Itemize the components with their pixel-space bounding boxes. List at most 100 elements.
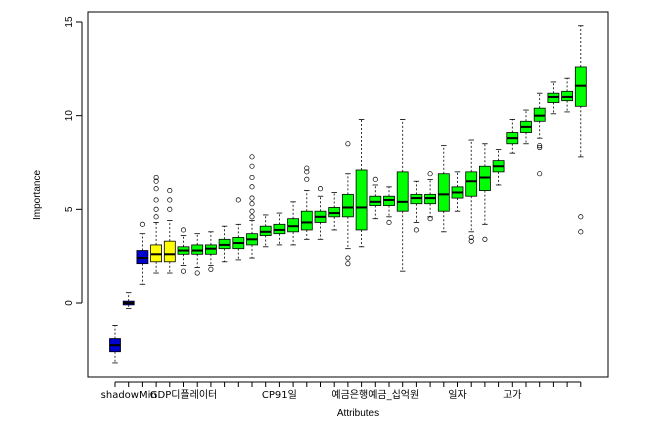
y-tick-label: 0 xyxy=(64,300,75,306)
box-body xyxy=(465,171,478,197)
box-19 xyxy=(355,119,368,248)
box-4 xyxy=(150,174,163,274)
outlier-point xyxy=(153,197,159,203)
boxes-layer xyxy=(109,25,587,364)
outlier-point xyxy=(167,197,173,203)
box-30 xyxy=(506,119,519,154)
x-tick-label: shadowMin xyxy=(101,390,157,401)
box-23 xyxy=(410,180,423,233)
plot-border xyxy=(87,11,609,378)
outlier-point xyxy=(468,234,474,240)
y-tick-label: 5 xyxy=(64,206,75,212)
outlier-point xyxy=(249,195,255,201)
outlier-point xyxy=(578,229,584,235)
box-15 xyxy=(300,165,313,240)
outlier-point xyxy=(345,141,351,147)
outlier-point xyxy=(180,227,187,233)
outlier-point xyxy=(413,227,419,233)
y-tick-label: 15 xyxy=(64,16,75,28)
outlier-point xyxy=(153,186,159,192)
outlier-point xyxy=(249,174,255,181)
outlier-point xyxy=(208,266,214,272)
outlier-point xyxy=(153,174,159,181)
outlier-point xyxy=(468,238,474,244)
box-22 xyxy=(396,119,409,272)
box-13 xyxy=(273,212,286,246)
box-8 xyxy=(204,231,217,272)
box-6 xyxy=(177,227,190,274)
box-28 xyxy=(478,143,491,242)
outlier-point xyxy=(578,214,584,220)
outlier-point xyxy=(537,144,543,151)
outlier-point xyxy=(372,176,378,182)
outlier-point xyxy=(180,268,187,274)
x-tick-label: CP91일 xyxy=(262,389,297,401)
box-16 xyxy=(314,186,327,240)
box-12 xyxy=(259,214,272,248)
outlier-point xyxy=(249,201,255,207)
outlier-point xyxy=(537,171,543,177)
outlier-point xyxy=(249,154,255,160)
box-25 xyxy=(437,145,450,233)
outlier-point xyxy=(345,255,351,261)
outlier-point xyxy=(167,206,173,212)
outlier-point xyxy=(249,184,255,190)
outlier-point xyxy=(249,214,255,220)
outlier-point xyxy=(386,219,392,225)
outlier-point xyxy=(139,221,145,227)
box-9 xyxy=(218,225,231,263)
y-axis: 0 5 10 15 xyxy=(64,16,83,306)
box-body xyxy=(163,240,176,263)
box-1 xyxy=(109,325,121,364)
x-tick-label: GDP디플레이터 xyxy=(150,389,217,401)
box-31 xyxy=(520,109,532,145)
outlier-point xyxy=(304,176,310,182)
x-tick-label: 고가 xyxy=(503,389,521,401)
outlier-point xyxy=(317,186,324,192)
box-20 xyxy=(369,176,382,220)
x-axis-label: Attributes xyxy=(337,408,379,419)
x-tick-label: 예금은행예금_십억원 xyxy=(331,389,419,401)
box-35 xyxy=(574,25,587,235)
outlier-point xyxy=(153,206,159,212)
box-33 xyxy=(547,81,560,115)
box-24 xyxy=(424,171,437,222)
outlier-point xyxy=(249,163,255,169)
box-34 xyxy=(561,77,573,113)
box-2 xyxy=(122,292,135,310)
outlier-point xyxy=(153,214,159,220)
outlier-point xyxy=(167,188,173,194)
outlier-point xyxy=(194,270,200,276)
outlier-point xyxy=(304,169,310,175)
box-3 xyxy=(136,221,149,285)
outlier-point xyxy=(537,143,543,149)
box-14 xyxy=(287,201,300,246)
box-body xyxy=(396,171,409,212)
outlier-point xyxy=(345,261,351,267)
outlier-point xyxy=(235,197,241,203)
outlier-point xyxy=(153,178,159,184)
box-body xyxy=(300,210,313,231)
box-26 xyxy=(451,171,464,212)
y-tick-label: 10 xyxy=(64,110,75,122)
box-17 xyxy=(328,192,341,231)
y-axis-label: Importance xyxy=(32,170,43,220)
outlier-point xyxy=(304,165,310,171)
box-18 xyxy=(341,141,354,267)
box-32 xyxy=(533,92,546,177)
outlier-point xyxy=(482,236,488,242)
outlier-point xyxy=(427,216,433,222)
x-tick-label: 일자 xyxy=(448,389,466,401)
box-body xyxy=(341,193,354,218)
box-21 xyxy=(383,186,395,225)
box-body xyxy=(437,173,450,212)
box-29 xyxy=(492,148,505,186)
box-10 xyxy=(232,197,245,261)
box-27 xyxy=(465,139,478,244)
box-7 xyxy=(191,233,204,276)
box-body xyxy=(355,169,368,231)
outlier-point xyxy=(427,171,433,177)
box-11 xyxy=(246,154,258,259)
